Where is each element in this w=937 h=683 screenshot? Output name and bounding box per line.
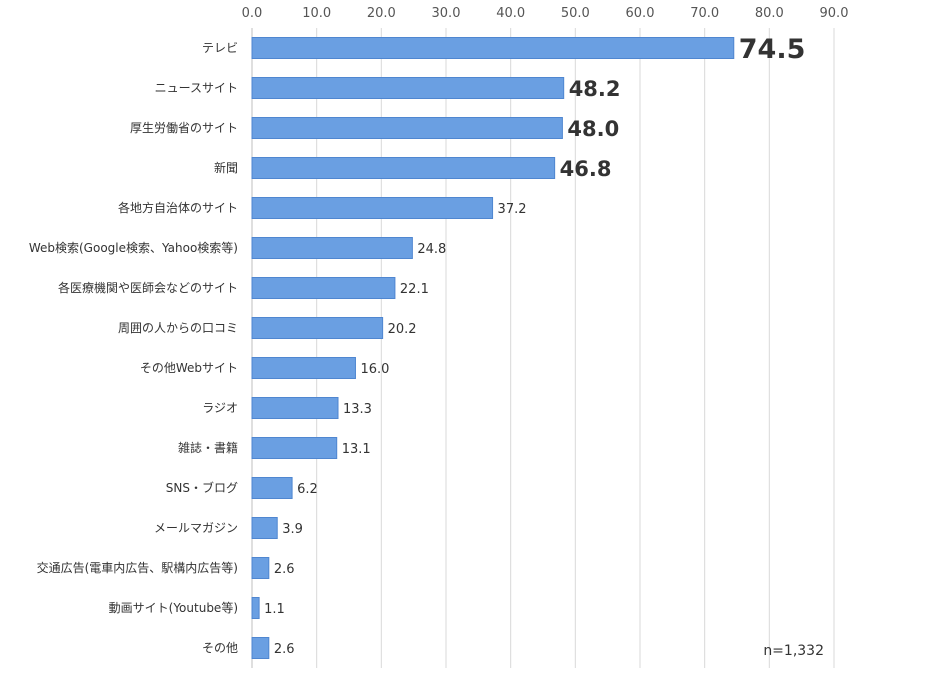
category-label: 交通広告(電車内広告、駅構内広告等) [37, 560, 238, 575]
value-label: 13.3 [343, 402, 372, 417]
value-label: 24.8 [417, 242, 446, 257]
x-axis-ticks: 0.0 10.0 20.0 30.0 40.0 50.0 60.0 70.0 80.0 90.0 [242, 6, 849, 21]
category-label: テレビ [202, 41, 238, 55]
bar [251, 117, 563, 139]
value-label: 37.2 [498, 202, 527, 217]
x-tick-label: 0.0 [242, 6, 263, 21]
value-label: 22.1 [400, 282, 429, 297]
bar [251, 157, 556, 179]
x-tick-label: 20.0 [367, 6, 396, 21]
category-label: メールマガジン [154, 521, 238, 535]
value-label: 2.6 [274, 642, 295, 657]
value-label: 1.1 [264, 602, 285, 617]
category-label: その他 [202, 641, 238, 655]
bar [251, 597, 260, 619]
bar [251, 437, 338, 459]
bar [251, 397, 339, 419]
x-tick-label: 40.0 [496, 6, 525, 21]
value-label: 46.8 [560, 157, 612, 181]
category-label: 周囲の人からの口コミ [118, 321, 238, 335]
category-label: ラジオ [202, 401, 238, 415]
value-label: 6.2 [297, 482, 318, 497]
value-label: 3.9 [282, 522, 303, 537]
x-tick-label: 90.0 [820, 6, 849, 21]
bar [251, 37, 735, 59]
category-label: 新聞 [214, 160, 238, 175]
x-tick-label: 50.0 [561, 6, 590, 21]
value-label: 20.2 [388, 322, 417, 337]
value-label: 48.2 [569, 77, 621, 101]
sample-size-note: n=1,332 [763, 643, 824, 659]
category-label: SNS・ブログ [166, 480, 238, 495]
value-label: 48.0 [567, 117, 619, 141]
bar [251, 237, 413, 259]
value-label: 13.1 [342, 442, 371, 457]
value-label: 2.6 [274, 562, 295, 577]
value-label: 74.5 [739, 34, 806, 65]
bar [251, 317, 384, 339]
bar [251, 357, 356, 379]
category-label: Web検索(Google検索、Yahoo検索等) [29, 241, 238, 255]
x-tick-label: 60.0 [626, 6, 655, 21]
category-label: 雑誌・書籍 [178, 440, 238, 455]
x-tick-label: 70.0 [690, 6, 719, 21]
bar [251, 77, 565, 99]
bars [251, 37, 735, 659]
x-tick-label: 80.0 [755, 6, 784, 21]
category-label: 各医療機関や医師会などのサイト [58, 280, 238, 295]
category-label: その他Webサイト [140, 361, 238, 375]
category-label: 厚生労働省のサイト [130, 121, 238, 135]
bar [251, 477, 293, 499]
bar [251, 637, 270, 659]
category-label: 動画サイト(Youtube等) [109, 601, 238, 615]
x-tick-label: 10.0 [302, 6, 331, 21]
x-tick-label: 30.0 [432, 6, 461, 21]
bar [251, 277, 396, 299]
category-label: 各地方自治体のサイト [118, 200, 238, 215]
bar [251, 197, 494, 219]
value-labels: 74.5 48.2 48.0 46.8 37.2 24.8 22.1 20.2 16.0 13.3… [264, 34, 805, 657]
bar [251, 557, 270, 579]
bar [251, 517, 278, 539]
category-label: ニュースサイト [155, 81, 238, 95]
value-label: 16.0 [360, 362, 389, 377]
